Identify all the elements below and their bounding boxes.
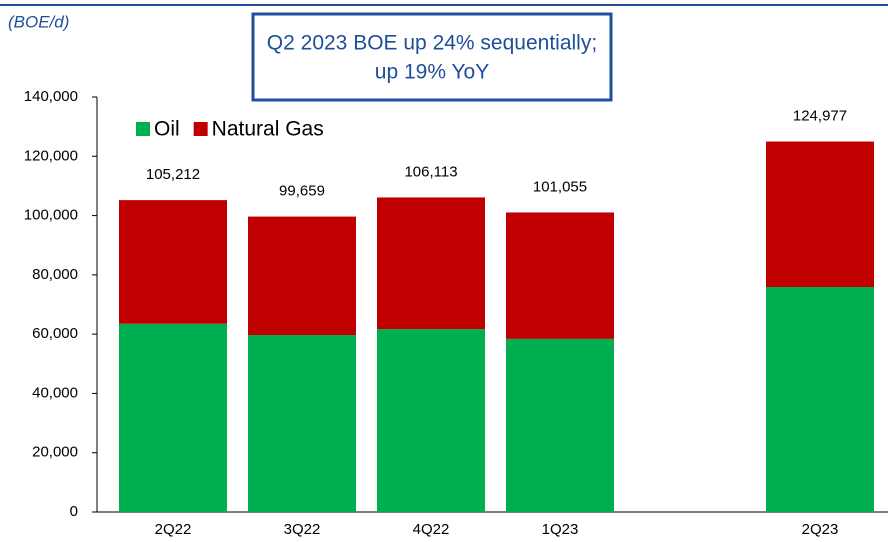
y-tick-label: 20,000 <box>32 444 78 461</box>
total-label: 106,113 <box>404 163 457 180</box>
bar-segment <box>377 197 485 330</box>
bar-segment <box>506 338 614 512</box>
annotation-box <box>251 12 613 102</box>
annotation: Q2 2023 BOE up 24% sequentially; <box>267 32 597 55</box>
unit-label: (BOE/d) <box>8 12 69 31</box>
bar-segment <box>766 287 874 512</box>
bar-segment <box>766 141 874 288</box>
y-tick-label: 40,000 <box>32 384 78 401</box>
annotation: up 19% YoY <box>375 61 489 84</box>
x-tick-label: 4Q22 <box>413 521 450 538</box>
y-tick-label: 120,000 <box>24 147 78 164</box>
total-label: 105,212 <box>146 166 200 183</box>
legend-swatch <box>136 122 150 136</box>
bar-segment <box>506 212 614 339</box>
total-label: 101,055 <box>533 178 587 195</box>
bar-segment <box>119 200 227 324</box>
y-tick-label: 0 <box>70 503 78 520</box>
bar-segment <box>248 335 356 512</box>
x-tick-label: 2Q23 <box>802 521 839 538</box>
bar-segment <box>377 329 485 512</box>
total-label: 99,659 <box>279 183 325 200</box>
total-label: 124,977 <box>793 108 847 125</box>
x-tick-label: 1Q23 <box>542 521 579 538</box>
y-tick-label: 100,000 <box>24 207 78 224</box>
x-tick-label: 2Q22 <box>155 521 192 538</box>
bar-segment <box>248 216 356 336</box>
legend-swatch <box>193 122 208 136</box>
y-tick-label: 140,000 <box>24 88 78 105</box>
x-tick-label: 3Q22 <box>284 521 321 538</box>
y-tick-label: 60,000 <box>32 325 78 342</box>
bar-segment <box>119 323 227 512</box>
y-tick-label: 80,000 <box>32 266 78 283</box>
legend-label: Natural Gas <box>212 118 324 141</box>
legend-label: Oil <box>154 118 180 141</box>
